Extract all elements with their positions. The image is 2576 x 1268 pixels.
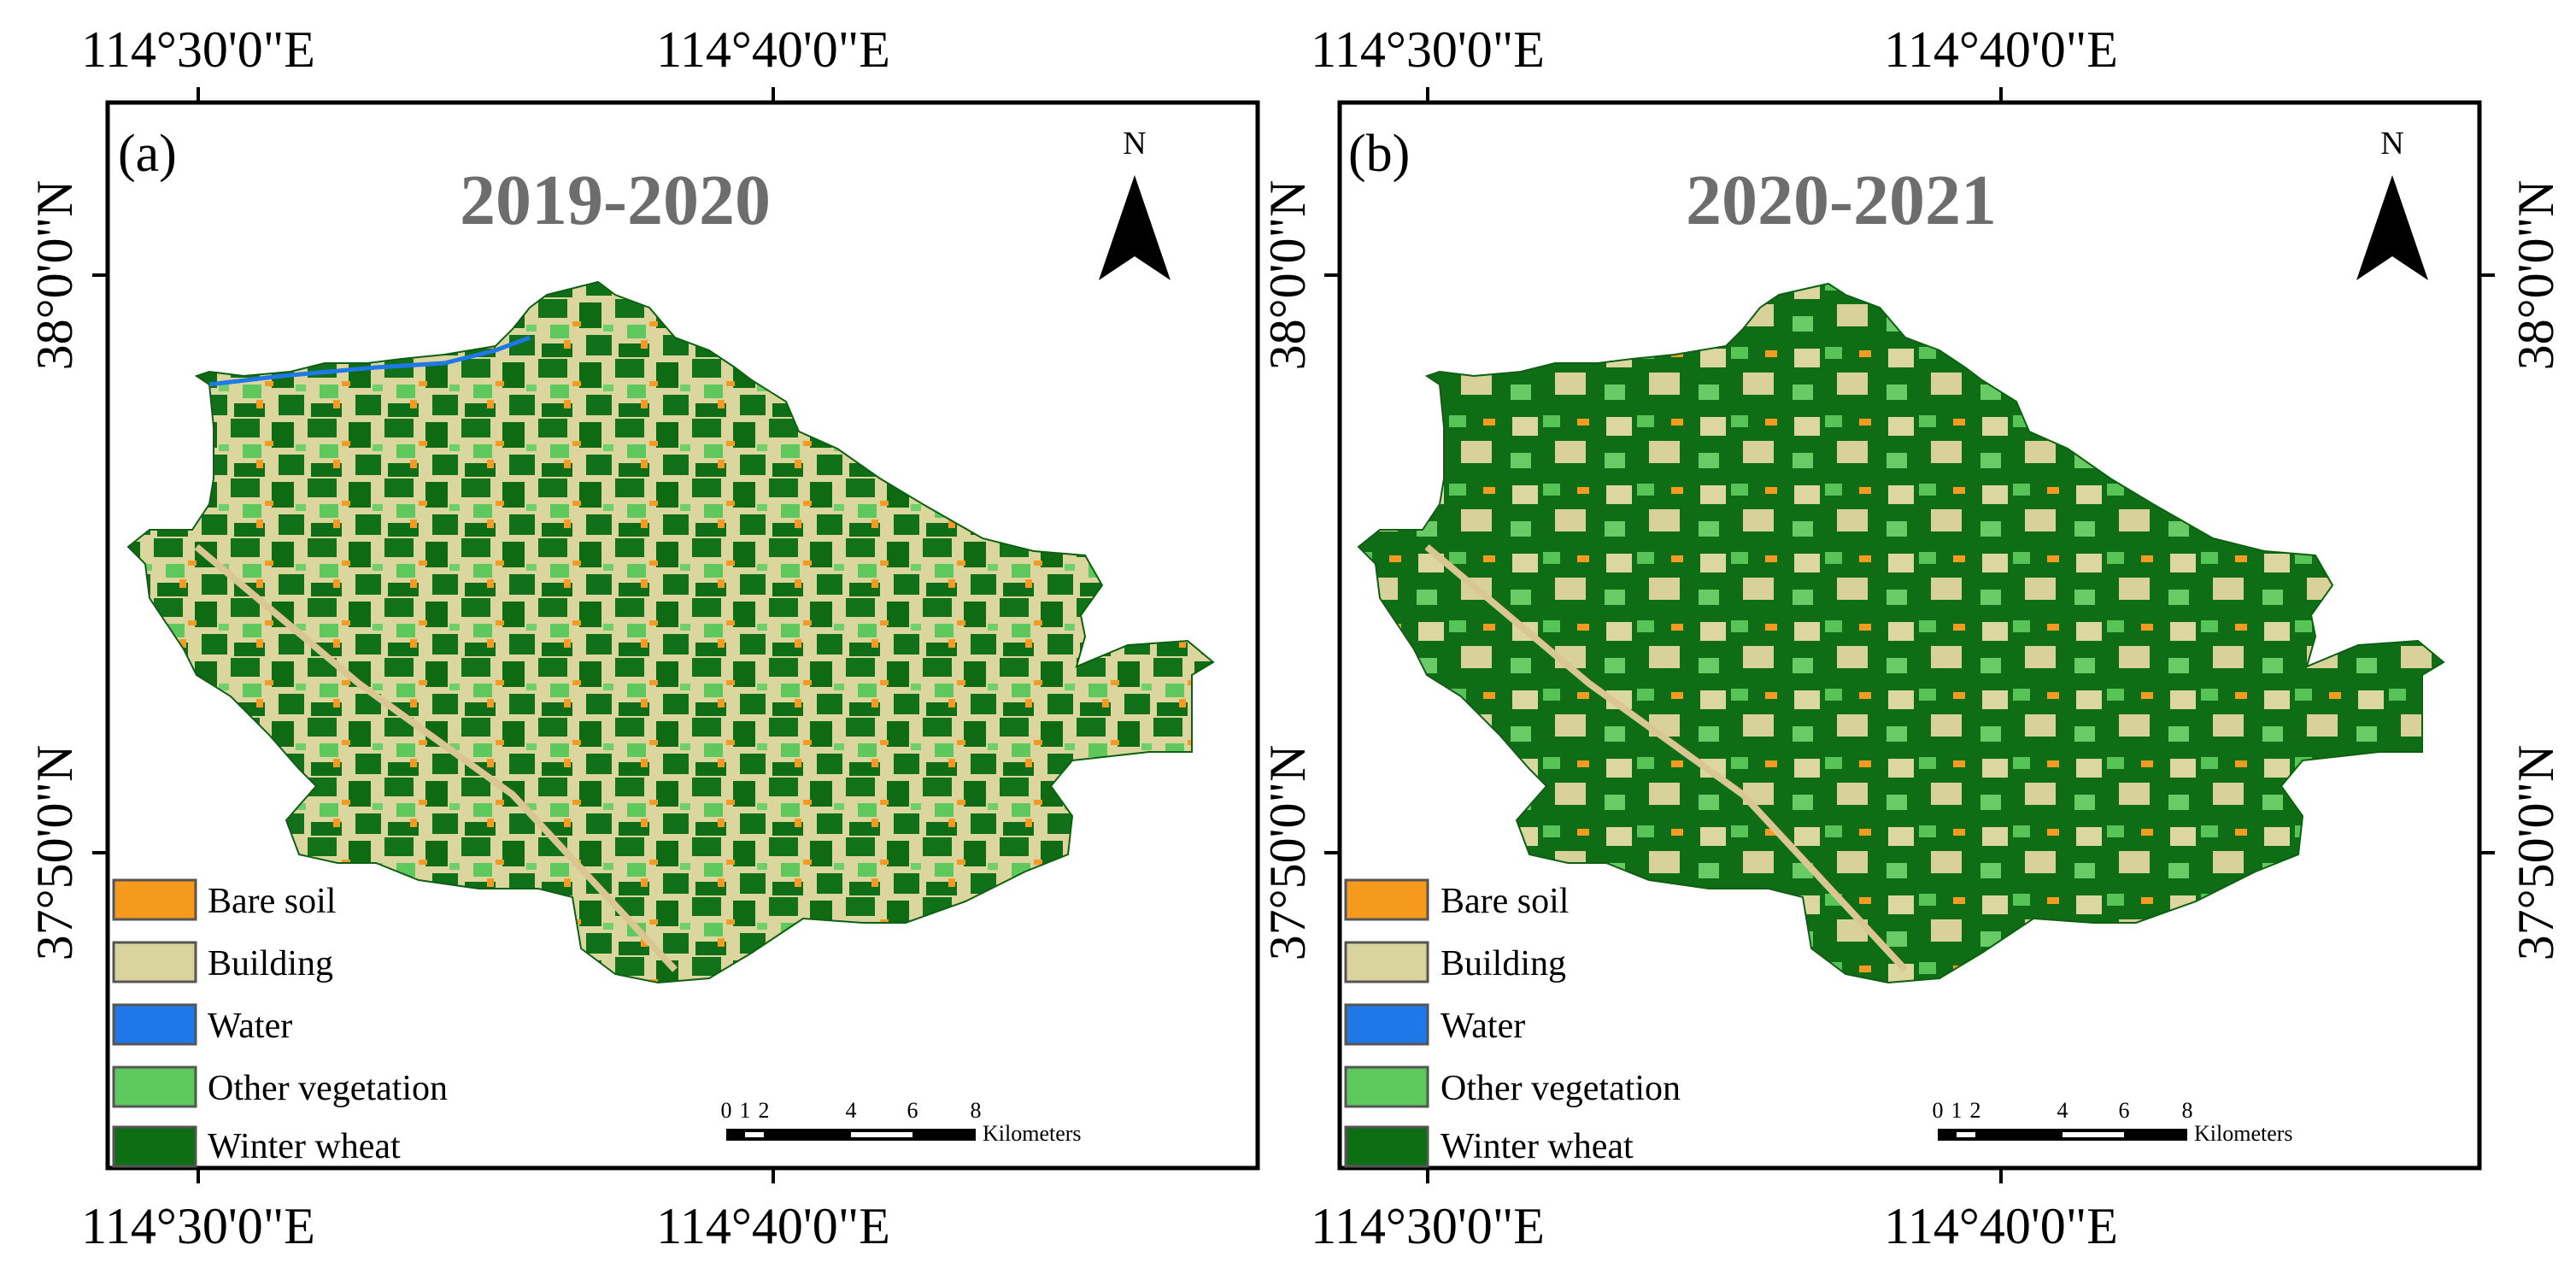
- panel-a-legend-label-other-vegetation: Other vegetation: [208, 1069, 448, 1108]
- panel-b-period-title: 2020-2021: [1686, 161, 1997, 240]
- panel-a-scale-tick-0: 0: [721, 1098, 732, 1123]
- panel-b-lat-right-2: 37°50'0"N: [2508, 745, 2564, 961]
- panel-b-legend-label-winter-wheat: Winter wheat: [1441, 1127, 1634, 1166]
- panel-a-scale-tick-2: 2: [759, 1098, 770, 1123]
- panel-a-lon-top-1: 114°30'0"E: [81, 21, 315, 78]
- panel-b-lat-left-2: 37°50'0"N: [1259, 745, 1316, 961]
- panel-a-lon-bottom-1: 114°30'0"E: [81, 1198, 315, 1254]
- panel-b-legend-label-bare-soil: Bare soil: [1441, 882, 1569, 921]
- panel-a-scale-tick-1: 1: [740, 1098, 751, 1123]
- panel-a: 114°30'0"E 114°40'0"E 114°30'0"E 114°40'…: [26, 21, 1260, 1254]
- panel-b-legend-label-building: Building: [1441, 944, 1566, 983]
- panel-a-legend-swatch-winter-wheat: [112, 1125, 197, 1168]
- panel-a-scale-tick-6: 6: [907, 1098, 918, 1123]
- panel-b-highway: [1424, 543, 1908, 972]
- panel-b-scale-tick-6: 6: [2119, 1098, 2130, 1123]
- panel-a-lon-bottom-2: 114°40'0"E: [656, 1198, 890, 1254]
- panel-b-lon-top-2: 114°40'0"E: [1884, 21, 2118, 78]
- panel-b-lat-right-1: 38°0'0"N: [2508, 180, 2564, 371]
- panel-a-tag: (a): [118, 125, 177, 183]
- panel-a-lat-left-1: 38°0'0"N: [26, 180, 83, 371]
- panel-a-legend-swatch-bare-soil: [112, 878, 197, 921]
- panel-b-lat-left-1: 38°0'0"N: [1259, 180, 1316, 371]
- panel-b-legend-swatch-water: [1344, 1003, 1429, 1046]
- panel-b-legend-label-other-vegetation: Other vegetation: [1441, 1069, 1681, 1108]
- panel-a-ticks: [92, 87, 775, 1183]
- panel-b-lon-bottom-1: 114°30'0"E: [1311, 1198, 1545, 1254]
- panel-a-scale-tick-8: 8: [971, 1098, 982, 1123]
- panel-b-scale-tick-8: 8: [2182, 1098, 2193, 1123]
- panel-b-legend-swatch-building: [1344, 941, 1429, 983]
- panel-a-legend-swatch-water: [112, 1003, 197, 1046]
- panel-b-scale-tick-0: 0: [1933, 1098, 1944, 1123]
- panel-b-north-arrow-icon: N: [2356, 126, 2428, 280]
- panel-a-north-arrow-icon: N: [1099, 126, 1171, 280]
- panel-b: 114°30'0"E 114°40'0"E 114°30'0"E 114°40'…: [1259, 21, 2564, 1254]
- panel-a-highway: [194, 543, 678, 972]
- panel-b-scale-unit: Kilometers: [2194, 1121, 2293, 1146]
- panel-a-scale-tick-4: 4: [846, 1098, 857, 1123]
- panel-a-legend-label-winter-wheat: Winter wheat: [208, 1127, 401, 1166]
- panel-a-river: [208, 335, 531, 387]
- panel-a-scale-unit: Kilometers: [983, 1121, 1082, 1146]
- panel-a-legend-label-building: Building: [208, 944, 333, 983]
- panel-b-study-area: [1357, 282, 2445, 984]
- panel-b-legend: Bare soil Building Water Other vegetatio…: [1344, 878, 1681, 1168]
- panel-b-scale-bar: 0 1 2 4 6 8 Kilometers: [1933, 1098, 2293, 1146]
- panel-b-ticks: [1324, 87, 2495, 1183]
- panel-a-study-area: [126, 280, 1215, 984]
- panel-b-scale-tick-1: 1: [1951, 1098, 1963, 1123]
- panel-a-legend: Bare soil Building Water Other vegetatio…: [112, 878, 448, 1168]
- panel-b-tag: (b): [1348, 125, 1410, 183]
- panel-b-scale-tick-4: 4: [2057, 1098, 2068, 1123]
- panel-a-legend-label-bare-soil: Bare soil: [208, 882, 336, 921]
- panel-b-scale-tick-2: 2: [1970, 1098, 1981, 1123]
- panel-b-north-label: N: [2380, 126, 2403, 161]
- panel-a-lon-top-2: 114°40'0"E: [656, 21, 890, 78]
- panel-b-lon-top-1: 114°30'0"E: [1311, 21, 1545, 78]
- panel-b-legend-swatch-bare-soil: [1344, 878, 1429, 921]
- panel-a-legend-label-water: Water: [208, 1007, 292, 1046]
- panel-a-legend-swatch-building: [112, 941, 197, 983]
- panel-a-north-label: N: [1123, 126, 1146, 161]
- panel-a-period-title: 2019-2020: [460, 161, 771, 240]
- panel-b-legend-label-water: Water: [1441, 1007, 1525, 1046]
- panel-a-legend-swatch-other-vegetation: [112, 1065, 197, 1108]
- panel-b-legend-swatch-other-vegetation: [1344, 1065, 1429, 1108]
- panel-a-scale-bar: 0 1 2 4 6 8 Kilometers: [721, 1098, 1082, 1146]
- panel-b-legend-swatch-winter-wheat: [1344, 1125, 1429, 1168]
- panel-b-lon-bottom-2: 114°40'0"E: [1884, 1198, 2118, 1254]
- panel-a-lat-left-2: 37°50'0"N: [26, 745, 83, 961]
